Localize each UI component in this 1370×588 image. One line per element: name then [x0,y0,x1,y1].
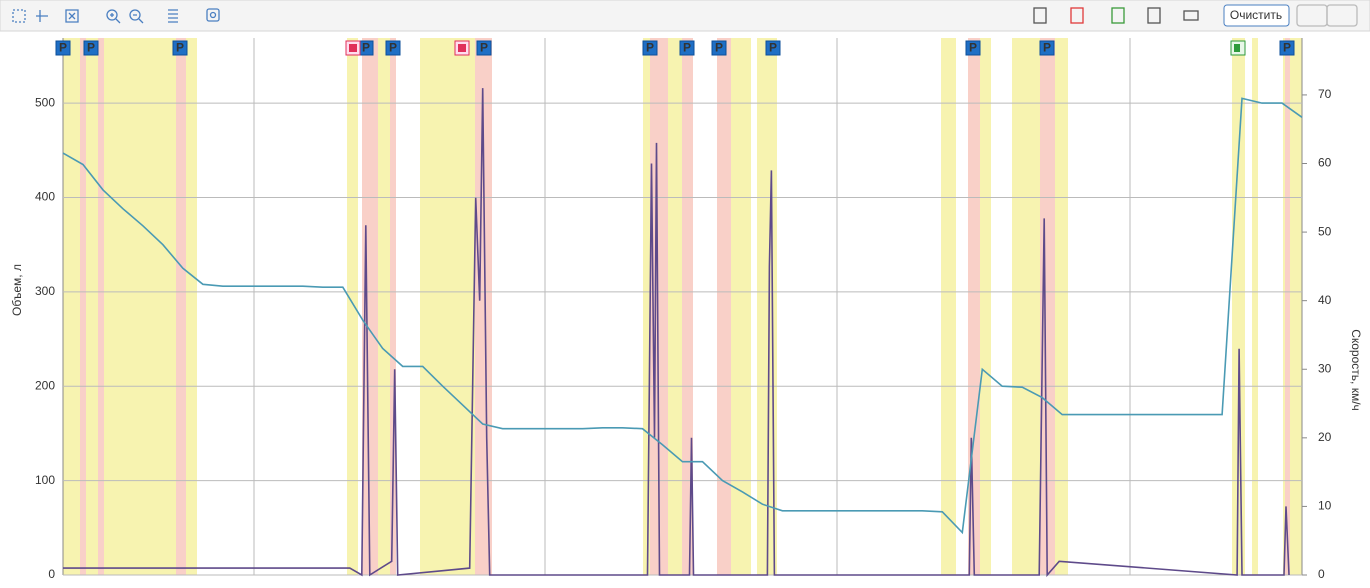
y-tick-label: 100 [35,473,55,487]
interval [668,38,682,575]
interval [1012,38,1040,575]
interval [362,38,378,575]
clear-button-label[interactable]: Очистить [1230,8,1282,22]
parking-marker-label: P [87,41,95,55]
parking-marker [1279,40,1295,56]
interval [980,38,991,575]
parking-marker [765,40,781,56]
zoom-fit[interactable] [65,9,79,23]
parking-marker [642,40,658,56]
zoom-out[interactable] [129,9,141,21]
zoom-x[interactable] [36,10,48,22]
series-line [63,88,1290,578]
interval [80,38,86,575]
interval [347,38,358,575]
y2-axis-title: Скорость, км/ч [1349,329,1363,411]
parking-marker [83,40,99,56]
parking-marker [711,40,727,56]
print[interactable] [1183,10,1199,21]
zoom-in[interactable] [106,9,118,21]
interval [104,38,176,575]
drain-icon [349,44,357,52]
interval [1040,38,1055,575]
parking-marker [965,40,981,56]
clear-button[interactable] [1223,4,1290,27]
parking-marker-label: P [1283,41,1291,55]
parking-marker [1039,40,1055,56]
y-tick-label: 400 [35,190,55,204]
y-axis-title: Объем, л [10,264,24,316]
parking-marker-label: P [769,41,777,55]
interval [1285,38,1290,575]
parking-marker-label: P [362,41,370,55]
toolbar [0,0,1370,32]
interval [86,38,98,575]
settings[interactable] [206,8,220,22]
series-line [62,97,1303,535]
interval [682,38,693,575]
parking-marker-label: P [969,41,977,55]
parking-marker [385,40,401,56]
y2-tick-label: 20 [1318,430,1332,444]
list[interactable] [168,9,178,23]
interval [731,38,751,575]
select-zoom[interactable] [12,9,26,23]
y2-tick-label: 0 [1318,567,1325,581]
y-tick-label: 0 [48,567,55,581]
interval [98,38,104,575]
interval [378,38,390,575]
interval [420,38,475,575]
interval [650,38,668,575]
parking-marker-label: P [715,41,723,55]
parking-marker [679,40,695,56]
interval [63,38,80,575]
parking-marker-label: P [59,41,67,55]
y2-tick-label: 40 [1318,293,1332,307]
drain-icon [458,44,466,52]
y-tick-label: 200 [35,378,55,392]
parking-marker [55,40,71,56]
y-tick-label: 300 [35,284,55,298]
layout-toggle[interactable] [1326,4,1358,27]
interval [1232,38,1245,575]
interval [176,38,186,575]
y-tick-label: 500 [35,95,55,109]
parking-marker-label: P [389,41,397,55]
parking-marker-label: P [1043,41,1051,55]
interval [475,38,492,575]
export-xls[interactable] [1111,7,1125,24]
parking-marker [476,40,492,56]
import[interactable] [1147,7,1161,24]
interval [643,38,650,575]
interval [1252,38,1258,575]
y2-tick-label: 50 [1318,224,1332,238]
report[interactable] [1033,7,1047,24]
interval [1055,38,1068,575]
parking-marker-label: P [176,41,184,55]
refuel-icon [1234,44,1240,52]
y2-tick-label: 10 [1318,499,1332,513]
interval [941,38,956,575]
y2-tick-label: 60 [1318,156,1332,170]
parking-marker-label: P [480,41,488,55]
export-pdf[interactable] [1070,7,1084,24]
parking-marker [172,40,188,56]
parking-marker-label: P [683,41,691,55]
interval [186,38,197,575]
y2-tick-label: 30 [1318,361,1332,375]
interval [717,38,731,575]
interval [390,38,396,575]
y2-tick-label: 70 [1318,87,1332,101]
parking-marker-label: P [646,41,654,55]
